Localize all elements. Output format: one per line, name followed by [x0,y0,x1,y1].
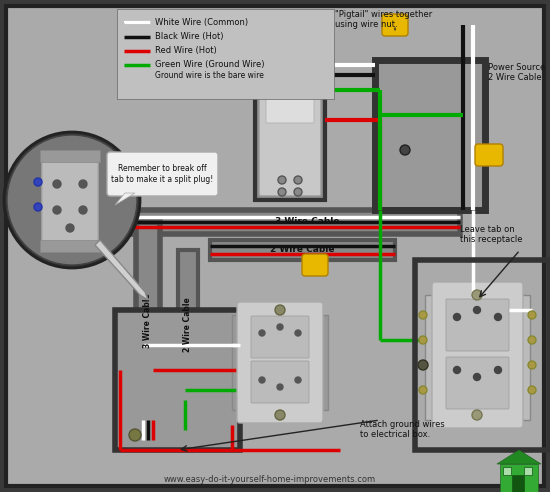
Circle shape [528,336,536,344]
FancyBboxPatch shape [42,159,98,243]
FancyBboxPatch shape [40,150,100,162]
Circle shape [419,311,427,319]
Circle shape [275,305,285,315]
Circle shape [294,176,302,184]
Text: Green Wire (Ground Wire): Green Wire (Ground Wire) [155,61,265,69]
FancyBboxPatch shape [136,222,160,420]
Circle shape [53,180,61,188]
Circle shape [494,313,502,320]
Circle shape [259,330,265,336]
Text: Remember to break off
tab to make it a split plug!: Remember to break off tab to make it a s… [111,164,213,184]
Text: White Wire (Common): White Wire (Common) [155,18,248,27]
FancyBboxPatch shape [475,144,503,166]
FancyBboxPatch shape [259,59,321,196]
Circle shape [277,384,283,390]
Text: Red Wire (Hot): Red Wire (Hot) [155,47,217,56]
Circle shape [79,180,87,188]
Polygon shape [95,240,148,300]
Circle shape [7,135,137,265]
Text: Leave tab on
this receptacle: Leave tab on this receptacle [460,225,522,245]
FancyBboxPatch shape [446,299,509,351]
FancyBboxPatch shape [40,240,100,252]
FancyBboxPatch shape [375,60,485,210]
Circle shape [53,206,61,214]
Circle shape [474,307,481,313]
Circle shape [528,386,536,394]
FancyBboxPatch shape [6,6,544,486]
Circle shape [295,330,301,336]
FancyBboxPatch shape [266,66,314,123]
Circle shape [454,367,460,373]
Circle shape [454,313,460,320]
FancyBboxPatch shape [524,467,532,475]
FancyBboxPatch shape [117,9,334,99]
FancyBboxPatch shape [251,316,309,358]
Text: www.easy-do-it-yourself-home-improvements.com: www.easy-do-it-yourself-home-improvement… [164,475,376,485]
Circle shape [278,176,286,184]
Circle shape [418,360,428,370]
Circle shape [277,324,283,330]
Text: Attach ground wires
to electrical box.: Attach ground wires to electrical box. [360,420,445,439]
Circle shape [474,373,481,380]
Circle shape [472,410,482,420]
Text: "Pigtail" wires together
using wire nut.: "Pigtail" wires together using wire nut. [335,10,432,30]
FancyBboxPatch shape [115,210,460,234]
Circle shape [129,429,141,441]
Circle shape [34,203,42,211]
FancyBboxPatch shape [432,282,523,428]
Circle shape [79,206,87,214]
Circle shape [419,361,427,369]
Text: Black Wire (Hot): Black Wire (Hot) [155,32,223,41]
FancyBboxPatch shape [237,302,323,423]
FancyBboxPatch shape [107,152,218,196]
Circle shape [528,311,536,319]
Circle shape [275,410,285,420]
FancyBboxPatch shape [255,55,325,200]
FancyBboxPatch shape [232,315,328,410]
Text: 2 Wire Cable: 2 Wire Cable [270,246,334,254]
Circle shape [528,361,536,369]
Circle shape [278,188,286,196]
FancyBboxPatch shape [500,464,538,492]
Text: Ground wire is the bare wire: Ground wire is the bare wire [155,70,264,80]
FancyBboxPatch shape [512,475,524,492]
Circle shape [66,224,74,232]
Text: 3 Wire Cable: 3 Wire Cable [275,217,339,226]
Circle shape [34,178,42,186]
FancyBboxPatch shape [115,310,240,450]
Circle shape [400,145,410,155]
Circle shape [294,188,302,196]
Polygon shape [115,193,135,205]
FancyBboxPatch shape [302,254,328,276]
Circle shape [259,377,265,383]
Text: Power Source
2 Wire Cable: Power Source 2 Wire Cable [488,63,545,82]
FancyBboxPatch shape [382,14,408,36]
FancyBboxPatch shape [210,240,395,260]
Circle shape [472,290,482,300]
Circle shape [494,367,502,373]
Circle shape [295,377,301,383]
Text: 3 Wire Cable: 3 Wire Cable [144,294,152,348]
Text: 2 Wire Cable: 2 Wire Cable [184,298,192,352]
FancyBboxPatch shape [503,467,511,475]
Circle shape [419,386,427,394]
FancyBboxPatch shape [251,361,309,403]
FancyBboxPatch shape [425,295,530,420]
Circle shape [419,336,427,344]
Circle shape [4,132,140,268]
FancyBboxPatch shape [178,250,198,400]
Text: www.easy-do-it-yourself-home-improvements.com: www.easy-do-it-yourself-home-improvement… [219,230,400,410]
FancyBboxPatch shape [446,357,509,409]
Polygon shape [497,450,541,464]
